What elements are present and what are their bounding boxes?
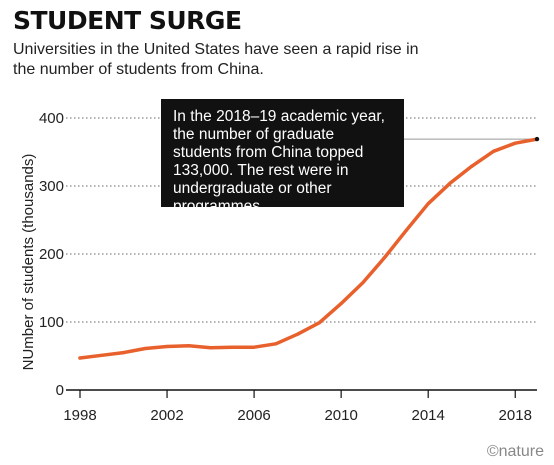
source-credit: ©nature [486,443,544,460]
data-point [252,345,256,349]
data-point [274,342,278,346]
data-point [121,351,126,355]
x-tick-label: 2014 [412,407,445,424]
endpoint-marker [534,136,540,142]
data-point [165,344,169,349]
series-line [78,137,539,360]
data-point [339,302,343,306]
x-tick-label: 2018 [499,407,532,424]
data-point [187,344,191,348]
x-tick-label: 1998 [63,407,96,424]
chart-subtitle: Universities in the United States have s… [13,41,419,78]
data-point [143,346,147,351]
data-point [491,149,496,153]
data-point [317,321,321,325]
y-tick-label: 300 [39,178,64,195]
y-axis-title: NUmber of students (thousands) [20,154,37,371]
annotation-box: In the 2018–19 academic year, the number… [161,99,404,215]
data-point [404,228,409,232]
y-tick-label: 0 [56,382,64,399]
data-point [426,202,430,206]
data-point [230,345,234,349]
y-tick-label: 100 [39,314,64,331]
y-tick-label: 200 [39,246,64,263]
chart-title: STUDENT SURGE [13,6,242,35]
data-point [361,280,365,285]
x-tick-label: 2010 [324,407,357,424]
data-point [470,164,474,168]
data-point [100,353,104,357]
data-point [208,346,213,350]
data-point [448,181,452,185]
data-point [296,332,300,336]
data-point [383,255,387,259]
data-point [78,356,82,360]
x-tick-label: 2002 [150,407,183,424]
data-point [513,141,517,145]
x-tick-label: 2006 [237,407,270,424]
y-tick-label: 400 [39,110,64,127]
